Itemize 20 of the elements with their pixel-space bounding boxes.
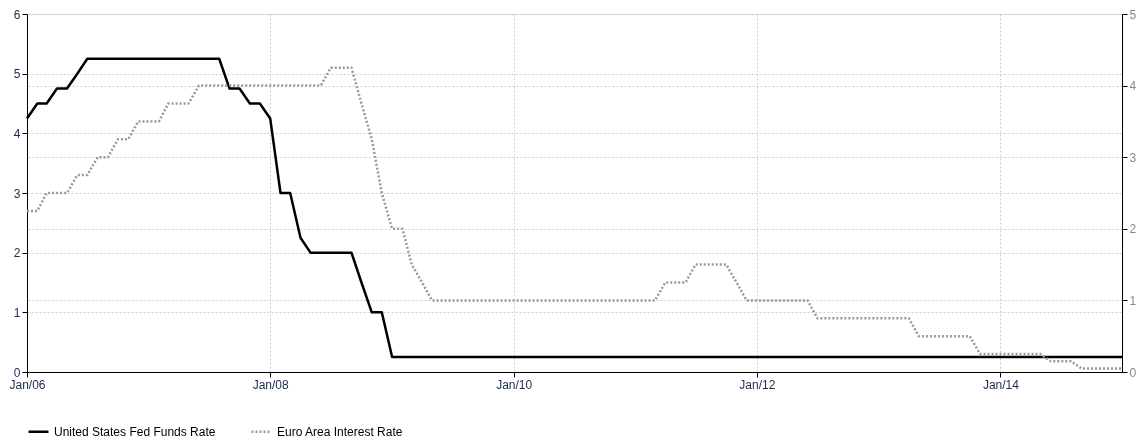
- y2-tick-label: 1: [1129, 293, 1137, 308]
- y2-tick-label: 2: [1129, 222, 1137, 237]
- x-tick-label: Jan/10: [496, 377, 533, 392]
- y2-tick-label: 4: [1129, 79, 1137, 94]
- y-tick-label: 0: [13, 365, 21, 380]
- y-tick-label: 4: [13, 126, 21, 141]
- y-tick-label: 5: [13, 67, 21, 82]
- y2-tick-label: 0: [1129, 365, 1137, 380]
- y-tick-label: 2: [13, 246, 21, 261]
- x-tick-label: Jan/14: [982, 377, 1020, 392]
- x-tick-label: Jan/06: [9, 377, 46, 392]
- y-tick-label: 3: [13, 186, 21, 201]
- y2-tick-label: 3: [1129, 150, 1137, 165]
- y-tick-label: 1: [13, 305, 21, 320]
- legend-label: United States Fed Funds Rate: [54, 424, 216, 439]
- y-tick-label: 6: [13, 7, 21, 22]
- y2-tick-label: 5: [1129, 7, 1137, 22]
- legend-label: Euro Area Interest Rate: [277, 424, 403, 439]
- x-tick-label: Jan/12: [739, 377, 776, 392]
- x-tick-label: Jan/08: [252, 377, 290, 392]
